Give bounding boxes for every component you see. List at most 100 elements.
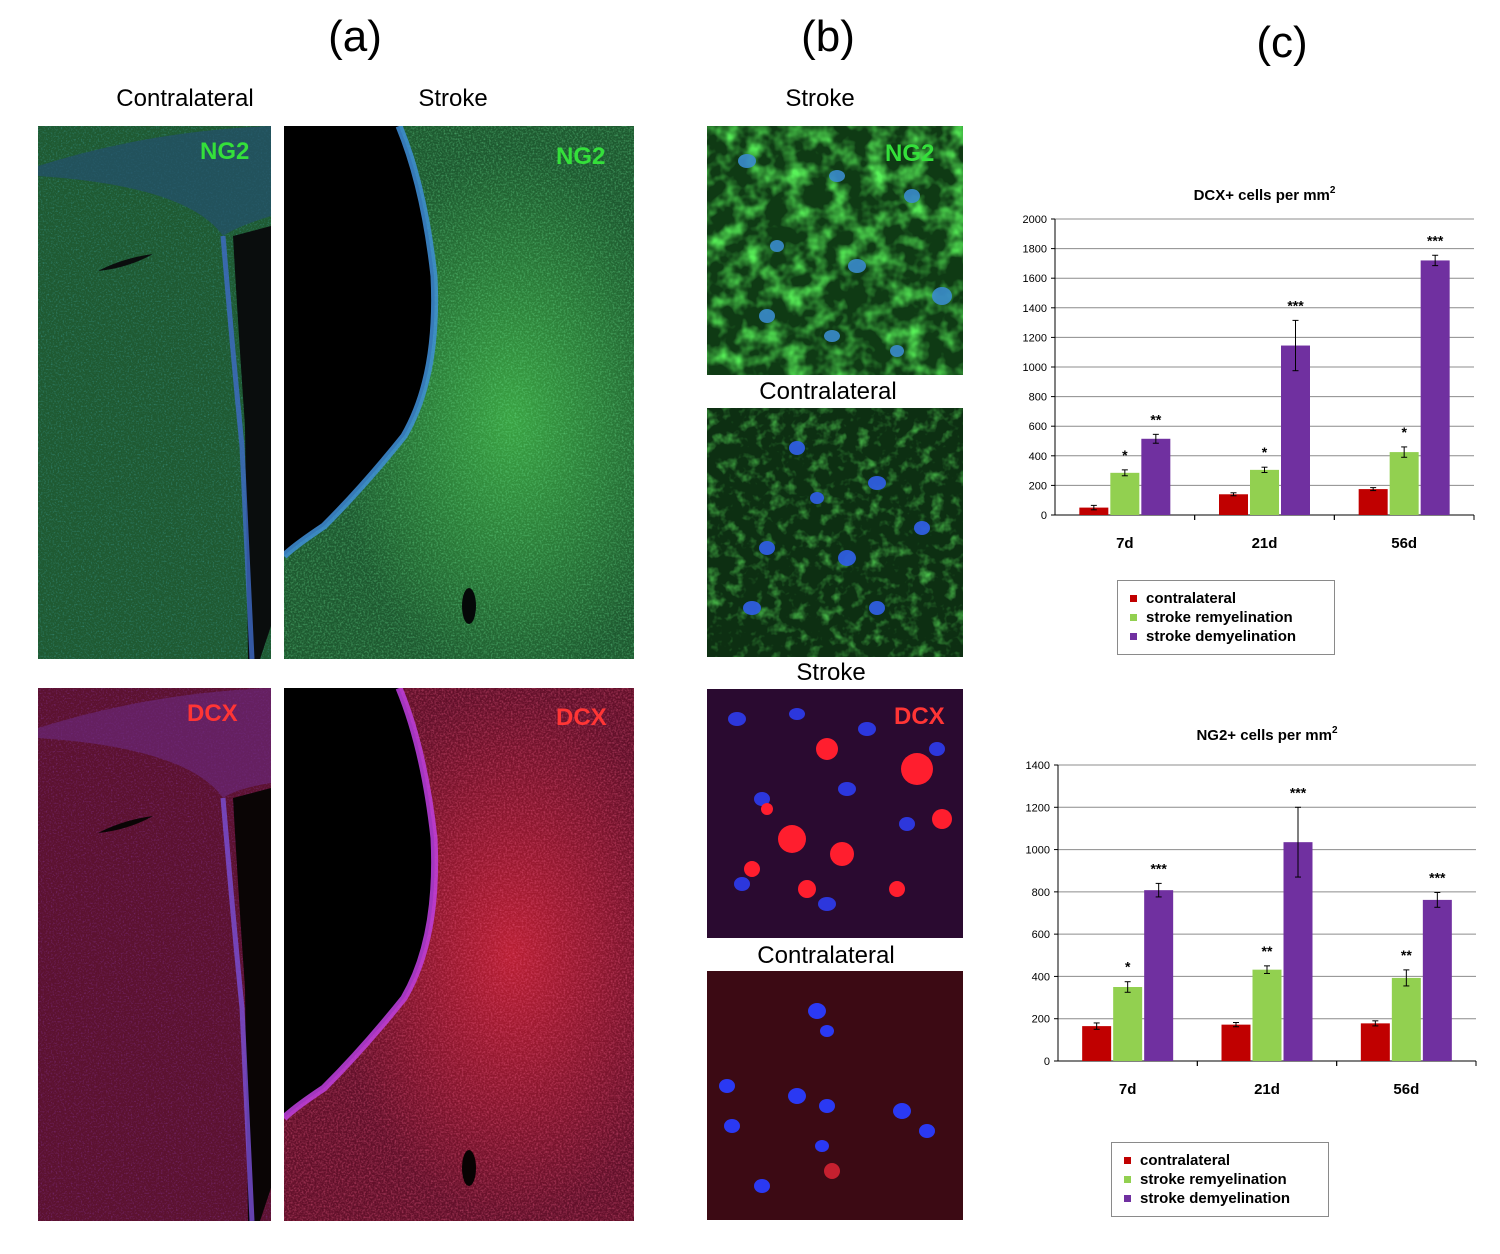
significance-label: *** — [1427, 232, 1444, 248]
chart-title-superscript: 2 — [1332, 725, 1338, 736]
y-tick-label: 1600 — [1023, 273, 1047, 285]
x-tick-label: 21d — [1252, 535, 1278, 552]
bar — [1389, 452, 1419, 515]
y-tick-label: 1200 — [1023, 332, 1047, 344]
bar — [1252, 969, 1282, 1061]
micrograph-dcx-stroke — [284, 688, 634, 1221]
legend-swatch — [1124, 1195, 1131, 1202]
stain-label-ng2-b: NG2 — [885, 140, 935, 167]
legend-label: stroke remyelination — [1146, 609, 1293, 626]
chart-dcx: DCX+ cells per mm2 0 200 400 600 800 1000 1200 1… — [1000, 175, 1490, 555]
legend-label: stroke demyelination — [1146, 628, 1297, 645]
significance-label: * — [1122, 447, 1128, 463]
bar — [1420, 260, 1450, 515]
legend-swatch — [1130, 614, 1137, 621]
y-tick-label: 1800 — [1023, 244, 1047, 256]
micrograph-dcx-contralateral — [38, 688, 271, 1221]
significance-label: * — [1401, 424, 1407, 440]
y-tick-label: 1000 — [1023, 362, 1047, 374]
label-stroke-b1: Stroke — [785, 85, 855, 112]
micrograph-ng2-contralateral-highmag — [707, 408, 963, 657]
x-tick-label: 21d — [1254, 1081, 1280, 1098]
significance-label: ** — [1262, 943, 1273, 959]
legend-item: stroke remyelination — [1130, 608, 1322, 627]
legend-dcx: contralateral stroke remyelination strok… — [1117, 580, 1335, 655]
stain-label-dcx-b: DCX — [894, 703, 945, 730]
label-contralateral-b1: Contralateral — [759, 378, 897, 405]
legend-item: stroke demyelination — [1130, 627, 1322, 646]
legend-item: contralateral — [1124, 1151, 1316, 1170]
micrograph-dcx-contralateral-highmag — [707, 971, 963, 1220]
legend-ng2: contralateral stroke remyelination strok… — [1111, 1142, 1329, 1217]
label-contralateral-a: Contralateral — [116, 85, 254, 112]
bar — [1079, 507, 1109, 515]
bar — [1391, 977, 1421, 1061]
significance-label: *** — [1287, 297, 1304, 313]
legend-item: contralateral — [1130, 589, 1322, 608]
legend-label: stroke remyelination — [1140, 1171, 1287, 1188]
legend-swatch — [1130, 633, 1137, 640]
chart-title-superscript: 2 — [1330, 185, 1336, 196]
bar — [1144, 890, 1174, 1061]
y-tick-label: 800 — [1032, 887, 1050, 899]
chart-ng2: NG2+ cells per mm2 0 200 400 600 800 1000 1200 1… — [1000, 718, 1490, 1103]
label-stroke-a: Stroke — [418, 85, 488, 112]
y-tick-label: 1400 — [1023, 303, 1047, 315]
y-tick-label: 800 — [1029, 392, 1047, 404]
legend-label: contralateral — [1140, 1152, 1231, 1169]
y-tick-label: 400 — [1032, 971, 1050, 983]
significance-label: * — [1125, 959, 1131, 975]
bar — [1141, 438, 1171, 515]
micrograph-dcx-stroke-highmag — [707, 689, 963, 938]
panel-label-c: (c) — [1256, 18, 1308, 67]
y-tick-label: 2000 — [1023, 214, 1047, 226]
y-tick-label: 200 — [1032, 1014, 1050, 1026]
stain-label-ng2-a1: NG2 — [200, 138, 250, 165]
micrograph-ng2-stroke-highmag — [707, 126, 963, 375]
x-tick-label: 56d — [1391, 535, 1417, 552]
y-tick-label: 200 — [1029, 480, 1047, 492]
bar — [1113, 987, 1143, 1061]
y-tick-label: 1200 — [1026, 802, 1050, 814]
label-stroke-b2: Stroke — [796, 659, 866, 686]
bar — [1221, 1024, 1251, 1061]
bar — [1281, 345, 1310, 515]
legend-swatch — [1130, 595, 1137, 602]
chart-title: DCX+ cells per mm2 — [1194, 185, 1336, 204]
label-contralateral-b2: Contralateral — [757, 942, 895, 969]
legend-item: stroke remyelination — [1124, 1170, 1316, 1189]
micrograph-ng2-stroke — [284, 126, 634, 659]
micrograph-ng2-contralateral — [38, 126, 271, 659]
significance-label: * — [1262, 444, 1268, 460]
stain-label-ng2-a2: NG2 — [556, 143, 606, 170]
significance-label: *** — [1429, 869, 1446, 885]
chart-dcx-svg: DCX+ cells per mm2 0 200 400 600 800 1000 1200 1… — [1023, 185, 1475, 552]
x-tick-label: 56d — [1393, 1081, 1419, 1098]
chart-ng2-svg: NG2+ cells per mm2 0 200 400 600 800 1000 1200 1… — [1026, 725, 1477, 1098]
significance-label: *** — [1290, 784, 1307, 800]
y-tick-label: 0 — [1041, 510, 1047, 522]
legend-item: stroke demyelination — [1124, 1189, 1316, 1208]
x-tick-label: 7d — [1119, 1081, 1137, 1098]
y-tick-label: 600 — [1032, 929, 1050, 941]
significance-label: ** — [1401, 947, 1412, 963]
significance-label: ** — [1150, 411, 1161, 427]
legend-label: stroke demyelination — [1140, 1190, 1291, 1207]
y-tick-label: 1000 — [1026, 845, 1050, 857]
legend-label: contralateral — [1146, 590, 1237, 607]
bar — [1082, 1026, 1112, 1061]
legend-swatch — [1124, 1157, 1131, 1164]
legend-swatch — [1124, 1176, 1131, 1183]
y-tick-label: 1400 — [1026, 760, 1050, 772]
bar — [1110, 472, 1140, 515]
y-tick-label: 0 — [1044, 1056, 1050, 1068]
panel-label-b: (b) — [801, 12, 855, 61]
bar — [1250, 469, 1279, 515]
bar — [1219, 494, 1248, 515]
significance-label: *** — [1150, 860, 1167, 876]
stain-label-dcx-a1: DCX — [187, 700, 238, 727]
bar — [1358, 489, 1388, 515]
bar — [1283, 842, 1313, 1061]
y-tick-label: 400 — [1029, 451, 1047, 463]
y-tick-label: 600 — [1029, 421, 1047, 433]
